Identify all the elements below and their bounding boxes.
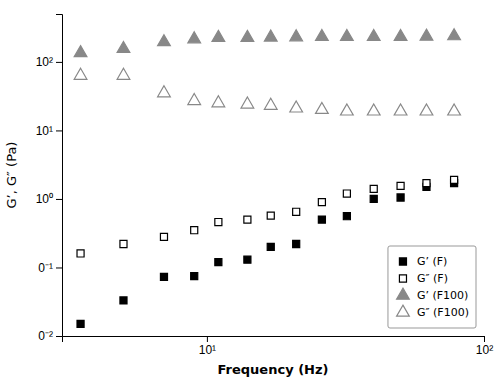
y-tick-label: 0⁻¹ [38,261,53,275]
point [160,233,167,240]
y-tick-mark [56,62,62,63]
point [158,35,171,46]
point [188,94,201,105]
legend-symbol [397,288,410,299]
point [77,250,84,257]
x-axis-line [63,337,485,343]
y-tick-label: 0⁻² [38,329,53,343]
point [370,195,377,202]
point [74,68,87,79]
x-axis-title: Frequency (Hz) [218,362,329,377]
point [343,190,350,197]
y-tick-mark [56,336,62,337]
x-tick-label: 10¹ [199,343,216,357]
x-tick-mark [207,336,208,342]
point [341,30,354,41]
y-tick: 10² [36,55,62,69]
point [160,273,167,280]
point [120,297,127,304]
legend-label: G’ (F) [417,255,447,268]
point [158,86,171,97]
y-tick: 10¹ [36,124,62,138]
chart: 10¹ 10² 0⁻² 0⁻¹ 10⁰ 10¹ 10² G’ (F) G″ (F) G’ (F10… [0,0,500,384]
point [448,104,461,115]
point [448,29,461,40]
point [397,182,404,189]
point [343,213,350,220]
point [244,256,251,263]
point [191,227,198,234]
point [316,30,329,41]
legend: G’ (F) G″ (F) G’ (F100) G″ (F100) [388,246,476,328]
point [367,30,380,41]
point [370,185,377,192]
point [420,29,433,40]
point [241,97,254,108]
legend-symbol [399,258,406,265]
point [293,240,300,247]
y-tick: 10⁰ [36,192,62,206]
point [394,104,407,115]
point [188,32,201,43]
y-tick: 0⁻¹ [38,261,62,275]
point [316,102,329,113]
y-tick-mark [56,199,62,200]
y-tick-label: 10⁰ [36,192,53,206]
point [293,208,300,215]
y-axis: 0⁻² 0⁻¹ 10⁰ 10¹ 10² [36,15,63,344]
point [212,30,225,41]
point [267,212,274,219]
point [394,30,407,41]
point [212,96,225,107]
y-tick-label: 10¹ [36,124,53,138]
point [367,104,380,115]
point [117,42,130,53]
point [120,240,127,247]
y-tick-mark [56,130,62,131]
point [318,199,325,206]
x-tick: 10² [476,336,493,357]
legend-symbol [399,275,406,282]
point [244,216,251,223]
y-tick: 0⁻² [38,329,62,343]
point [215,219,222,226]
point [264,98,277,109]
plot: 10¹ 10² 0⁻² 0⁻¹ 10⁰ 10¹ 10² G’ (F) G″ (F) G’ (F10… [36,15,494,357]
point [318,216,325,223]
x-tick-label: 10² [476,343,493,357]
x-tick-mark [484,336,485,342]
y-tick-mark [56,267,62,268]
point [264,30,277,41]
series [74,68,460,115]
point [191,272,198,279]
series [74,29,460,57]
point [397,194,404,201]
point [74,46,87,57]
point [341,104,354,115]
point [267,243,274,250]
y-axis-line [56,15,63,337]
point [117,68,130,79]
y-axis-title: G’, G″ (Pa) [4,142,19,209]
point [290,101,303,112]
legend-symbol [397,305,410,316]
y-tick-label: 10² [36,55,53,69]
legend-label: G″ (F) [417,272,448,285]
point [290,30,303,41]
point [77,320,84,327]
point [215,259,222,266]
point [423,180,430,187]
series [77,176,458,257]
point [420,104,433,115]
legend-label: G″ (F100) [417,306,469,319]
point [451,176,458,183]
legend-box [388,246,476,328]
point [241,30,254,41]
x-tick: 10¹ [199,336,216,357]
x-axis: 10¹ 10² [63,336,494,357]
legend-label: G’ (F100) [417,289,468,302]
